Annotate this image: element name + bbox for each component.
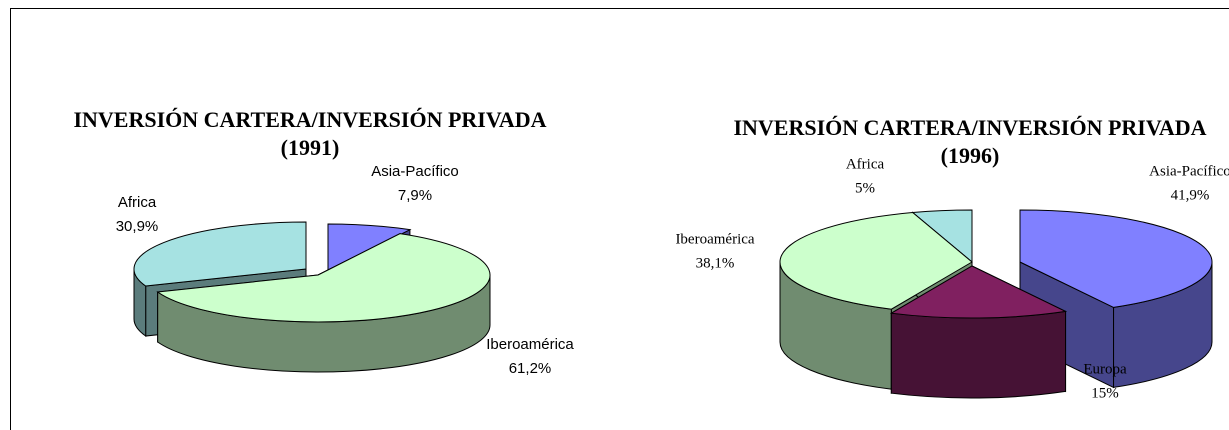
slice-value-label: 61,2%: [509, 360, 552, 377]
slice-label: Iberoamérica: [675, 231, 754, 247]
slice-value-label: 15%: [1091, 385, 1119, 401]
slice-label: Africa: [846, 156, 885, 172]
slice: [133, 221, 307, 287]
slice-value-label: 5%: [855, 180, 875, 196]
slice-value-label: 38,1%: [696, 255, 735, 271]
slice-side: [890, 310, 1067, 399]
slice: [156, 233, 491, 323]
slice-value-label: 30,9%: [116, 218, 159, 235]
chart-title: INVERSIÓN CARTERA/INVERSIÓN PRIVADA (199…: [733, 115, 1207, 168]
slice-label: Asia-Pacífico: [371, 163, 459, 180]
slice-label: Africa: [118, 194, 157, 211]
slice: [889, 265, 1068, 319]
slice-value-label: 7,9%: [398, 187, 432, 204]
slice-value-label: 41,9%: [1171, 187, 1210, 203]
chart-title: INVERSIÓN CARTERA/INVERSIÓN PRIVADA (199…: [73, 107, 547, 160]
frame: [10, 8, 1229, 430]
slice-label: Europa: [1083, 361, 1127, 377]
slice-label: Asia-Pacífico: [1149, 163, 1229, 179]
slice: [779, 212, 973, 310]
slice-label: Iberoamérica: [486, 336, 574, 353]
slice: [1019, 209, 1213, 308]
